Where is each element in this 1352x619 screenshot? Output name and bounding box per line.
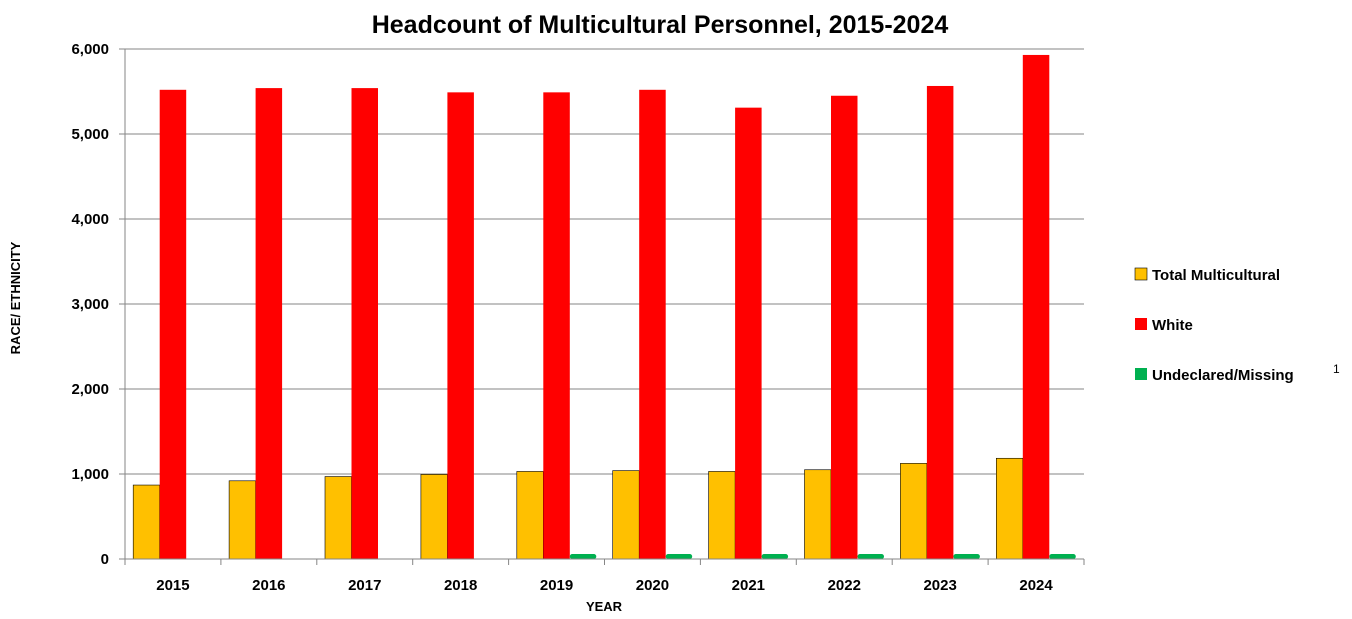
bar: [995, 457, 1024, 560]
x-tick-label: 2015: [156, 577, 189, 594]
x-tick-label: 2023: [923, 577, 956, 594]
bars: [132, 54, 1076, 560]
x-tick-label: 2017: [348, 577, 381, 594]
y-tick-label: 3,000: [71, 296, 109, 313]
bar: [255, 88, 283, 559]
bar: [420, 474, 448, 560]
legend-swatch: [1134, 267, 1148, 281]
x-tick-label: 2022: [828, 577, 861, 594]
bar: [447, 92, 474, 559]
legend-footnote: 1: [1333, 362, 1340, 376]
x-tick-label: 2019: [540, 577, 573, 594]
bar: [543, 92, 570, 559]
bar: [612, 470, 640, 560]
legend-label: Total Multicultural: [1152, 267, 1280, 284]
bar: [804, 469, 832, 560]
bar: [665, 554, 693, 559]
y-tick-label: 4,000: [71, 211, 109, 228]
y-tick-label: 5,000: [71, 126, 109, 143]
bar: [1049, 554, 1076, 559]
legend: Total Multicultural White Undeclared/Missi…: [1134, 267, 1340, 384]
x-axis-title: YEAR: [586, 599, 623, 614]
bar: [159, 89, 187, 560]
bar: [351, 88, 378, 559]
bar: [324, 476, 352, 560]
bar: [516, 471, 544, 560]
x-tick-label: 2020: [636, 577, 669, 594]
legend-swatch: [1135, 368, 1147, 380]
y-tick-label: 0: [101, 551, 109, 568]
y-tick-label: 2,000: [71, 381, 109, 398]
y-axis-title: RACE/ ETHNICITY: [8, 241, 23, 354]
legend-swatch: [1135, 318, 1147, 330]
bar: [132, 484, 160, 560]
legend-label: White: [1152, 317, 1193, 334]
bar: [761, 554, 789, 559]
x-tick-labels: 2015 2016 2017 2018 2019 2020 2021 2022 2023 2024: [124, 559, 1085, 594]
bar: [708, 471, 736, 560]
x-tick-label: 2018: [444, 577, 477, 594]
x-tick-label: 2016: [252, 577, 285, 594]
bar: [1022, 54, 1050, 559]
legend-label: Undeclared/Missing: [1152, 367, 1294, 384]
bar: [735, 107, 762, 560]
chart-title: Headcount of Multicultural Personnel, 20…: [372, 11, 949, 39]
bar: [926, 85, 954, 559]
x-tick-label: 2024: [1019, 577, 1053, 594]
bar: [569, 554, 597, 559]
bar: [857, 554, 884, 559]
y-tick-label: 1,000: [71, 466, 109, 483]
bar: [953, 554, 980, 559]
bar: [831, 95, 858, 559]
bar: [639, 89, 666, 560]
bar: [228, 480, 256, 560]
y-tick-labels: 0 1,000 2,000 3,000 4,000 5,000 6,000: [71, 41, 125, 568]
y-tick-label: 6,000: [71, 41, 109, 58]
x-tick-label: 2021: [732, 577, 765, 594]
bar: [900, 463, 928, 560]
